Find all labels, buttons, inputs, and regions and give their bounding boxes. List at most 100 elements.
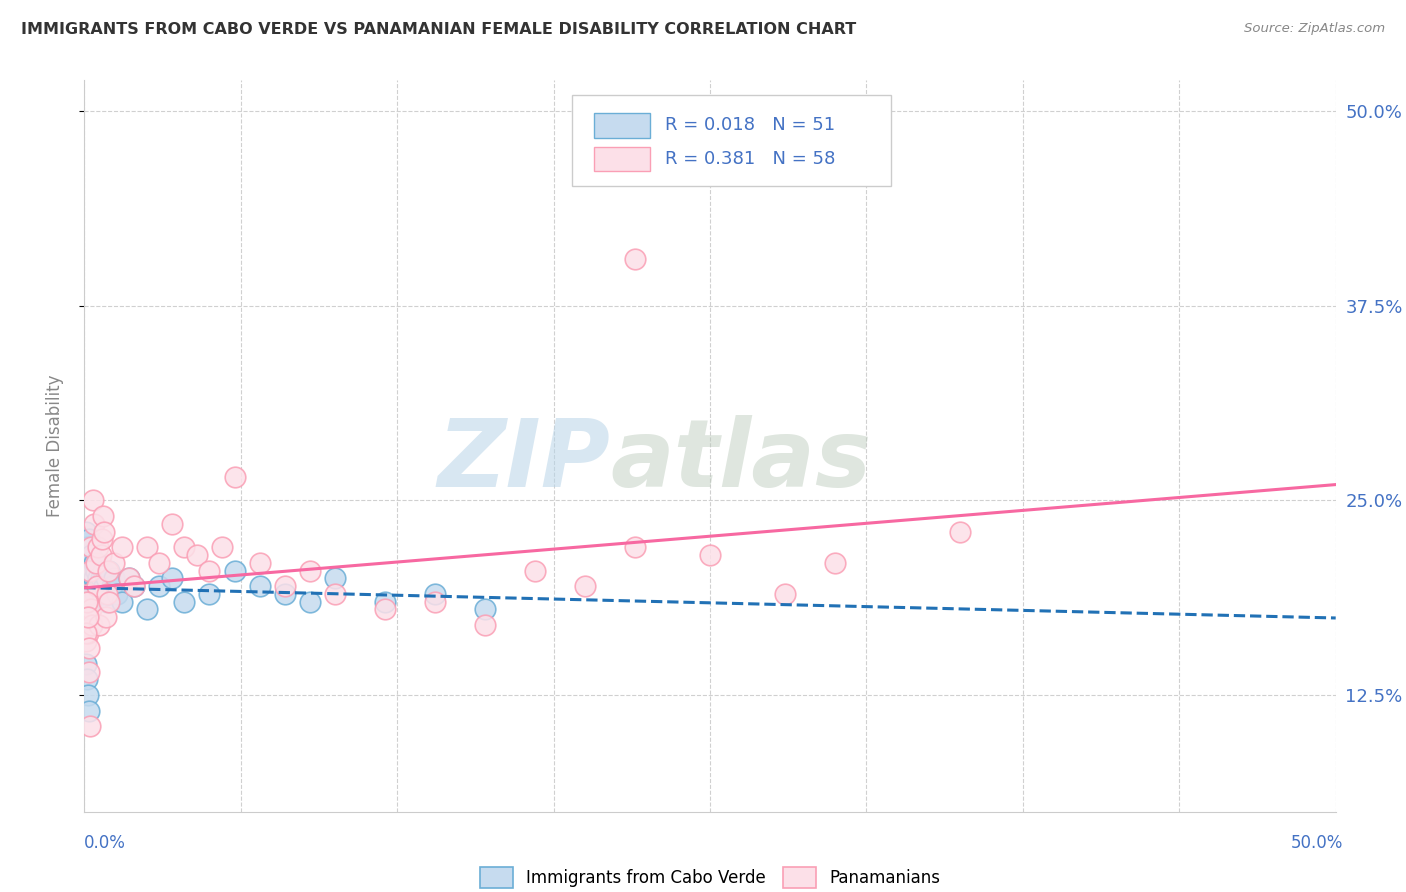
Point [249, 556, 271, 570]
Point [160, 571, 183, 585]
Point [83, 556, 105, 570]
Point [97, 587, 120, 601]
Point [77, 579, 100, 593]
Point [96, 587, 118, 601]
Point [103, 556, 125, 570]
Point [79, 610, 101, 624]
Point [323, 571, 346, 585]
Point [75, 610, 97, 624]
Point [273, 587, 295, 601]
Point [118, 571, 141, 585]
Point [574, 579, 596, 593]
Point [160, 516, 183, 531]
Point [84, 556, 107, 570]
Point [624, 540, 647, 554]
Point [79, 571, 101, 585]
Point [79, 564, 101, 578]
Point [699, 548, 721, 562]
Point [90, 587, 112, 601]
Point [249, 579, 271, 593]
Point [76, 594, 98, 608]
Point [423, 594, 446, 608]
Point [298, 594, 321, 608]
Point [87, 540, 110, 554]
Text: 50.0%: 50.0% [1291, 834, 1343, 852]
Point [273, 579, 295, 593]
Point [82, 579, 104, 593]
Point [90, 571, 112, 585]
Point [93, 524, 115, 539]
Point [76, 618, 98, 632]
Point [93, 579, 115, 593]
Point [76, 610, 98, 624]
Point [79, 602, 101, 616]
Point [87, 571, 110, 585]
Point [80, 564, 103, 578]
Point [148, 579, 170, 593]
Point [773, 587, 796, 601]
Point [84, 564, 107, 578]
Text: ZIP: ZIP [437, 415, 610, 507]
Point [97, 564, 120, 578]
Point [423, 587, 446, 601]
Point [118, 571, 141, 585]
Point [77, 587, 100, 601]
Point [103, 571, 125, 585]
Point [76, 540, 98, 554]
Point [89, 618, 111, 632]
Legend: Immigrants from Cabo Verde, Panamanians: Immigrants from Cabo Verde, Panamanians [479, 867, 941, 888]
Point [298, 564, 321, 578]
Point [101, 579, 124, 593]
Text: 0.0%: 0.0% [84, 834, 127, 852]
Text: atlas: atlas [610, 415, 872, 507]
Point [77, 641, 100, 656]
Point [186, 548, 208, 562]
Point [77, 704, 100, 718]
Point [94, 610, 117, 624]
Point [86, 556, 108, 570]
Point [86, 579, 108, 593]
Point [224, 470, 246, 484]
Point [86, 579, 108, 593]
Point [224, 564, 246, 578]
Point [89, 579, 111, 593]
Point [79, 533, 101, 547]
Point [624, 252, 647, 267]
Point [474, 618, 496, 632]
Point [136, 540, 159, 554]
Point [94, 571, 117, 585]
Text: Source: ZipAtlas.com: Source: ZipAtlas.com [1244, 22, 1385, 36]
Point [211, 540, 233, 554]
Point [198, 587, 221, 601]
Point [75, 633, 97, 648]
Point [83, 587, 105, 601]
Point [77, 625, 100, 640]
Point [79, 548, 101, 562]
Point [523, 564, 546, 578]
Text: R = 0.018   N = 51: R = 0.018 N = 51 [665, 117, 835, 135]
Text: R = 0.381   N = 58: R = 0.381 N = 58 [665, 150, 835, 168]
Point [136, 602, 159, 616]
Point [90, 533, 112, 547]
Point [76, 673, 98, 687]
Point [148, 556, 170, 570]
Point [79, 719, 101, 733]
Point [77, 665, 100, 679]
Point [80, 618, 103, 632]
Point [198, 564, 221, 578]
Point [824, 556, 846, 570]
Point [173, 540, 195, 554]
Point [98, 594, 121, 608]
Point [75, 524, 97, 539]
Point [111, 594, 134, 608]
Point [111, 540, 134, 554]
Point [83, 516, 105, 531]
Point [124, 579, 146, 593]
Text: IMMIGRANTS FROM CABO VERDE VS PANAMANIAN FEMALE DISABILITY CORRELATION CHART: IMMIGRANTS FROM CABO VERDE VS PANAMANIAN… [21, 22, 856, 37]
Point [91, 509, 114, 524]
Point [82, 493, 104, 508]
Point [76, 564, 98, 578]
Point [323, 587, 346, 601]
Point [75, 548, 97, 562]
Point [80, 587, 103, 601]
